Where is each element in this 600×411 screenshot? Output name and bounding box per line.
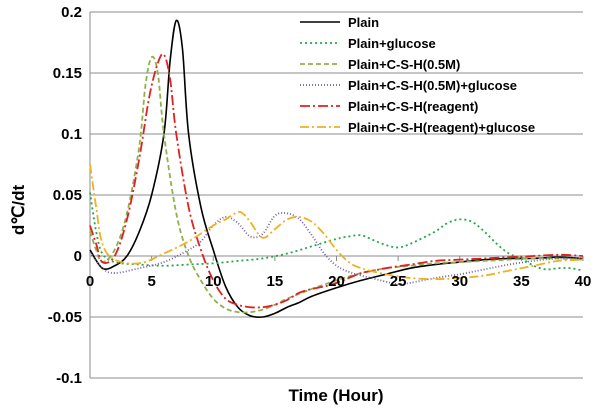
series-line-4 [89, 53, 584, 309]
y-tick-label: 0.1 [61, 126, 82, 143]
x-tick-label: 5 [147, 273, 155, 290]
y-tick-label: 0 [74, 248, 82, 265]
x-tick-label: 10 [205, 273, 222, 290]
legend-label-3: Plain+C-S-H(0.5M)+glucose [348, 78, 517, 93]
x-tick-label: 20 [328, 273, 345, 290]
y-tick-label: -0.1 [56, 370, 82, 387]
legend-label-4: Plain+C-S-H(reagent) [348, 99, 478, 114]
x-axis-title: Time (Hour) [288, 386, 383, 405]
y-axis-title: d℃/dt [9, 185, 28, 236]
x-tick-label: 40 [575, 273, 592, 290]
y-tick-label: 0.15 [53, 65, 82, 82]
gridlines [90, 11, 583, 379]
y-tick-label: -0.05 [48, 309, 82, 326]
legend-label-2: Plain+C-S-H(0.5M) [348, 57, 460, 72]
series-lines [89, 19, 584, 319]
x-tick-label: 15 [267, 273, 284, 290]
legend: Plain Plain+glucose Plain+C-S-H(0.5M) Plain… [300, 15, 535, 135]
legend-label-0: Plain [348, 15, 379, 30]
x-tick-label: 30 [451, 273, 468, 290]
x-tick-label: 35 [513, 273, 530, 290]
legend-label-5: Plain+C-S-H(reagent)+glucose [348, 120, 535, 135]
y-tick-label: 0.05 [53, 187, 82, 204]
series-line-5 [89, 164, 584, 281]
y-tick-label: 0.2 [61, 4, 82, 21]
x-tick-label: 25 [390, 273, 407, 290]
tick-labels: -0.1 -0.05 0 0.05 0.1 0.15 0.2 0 5 10 15 20 25 30 35 40 [48, 4, 592, 387]
legend-label-1: Plain+glucose [348, 36, 436, 51]
x-tick-label: 0 [86, 273, 94, 290]
